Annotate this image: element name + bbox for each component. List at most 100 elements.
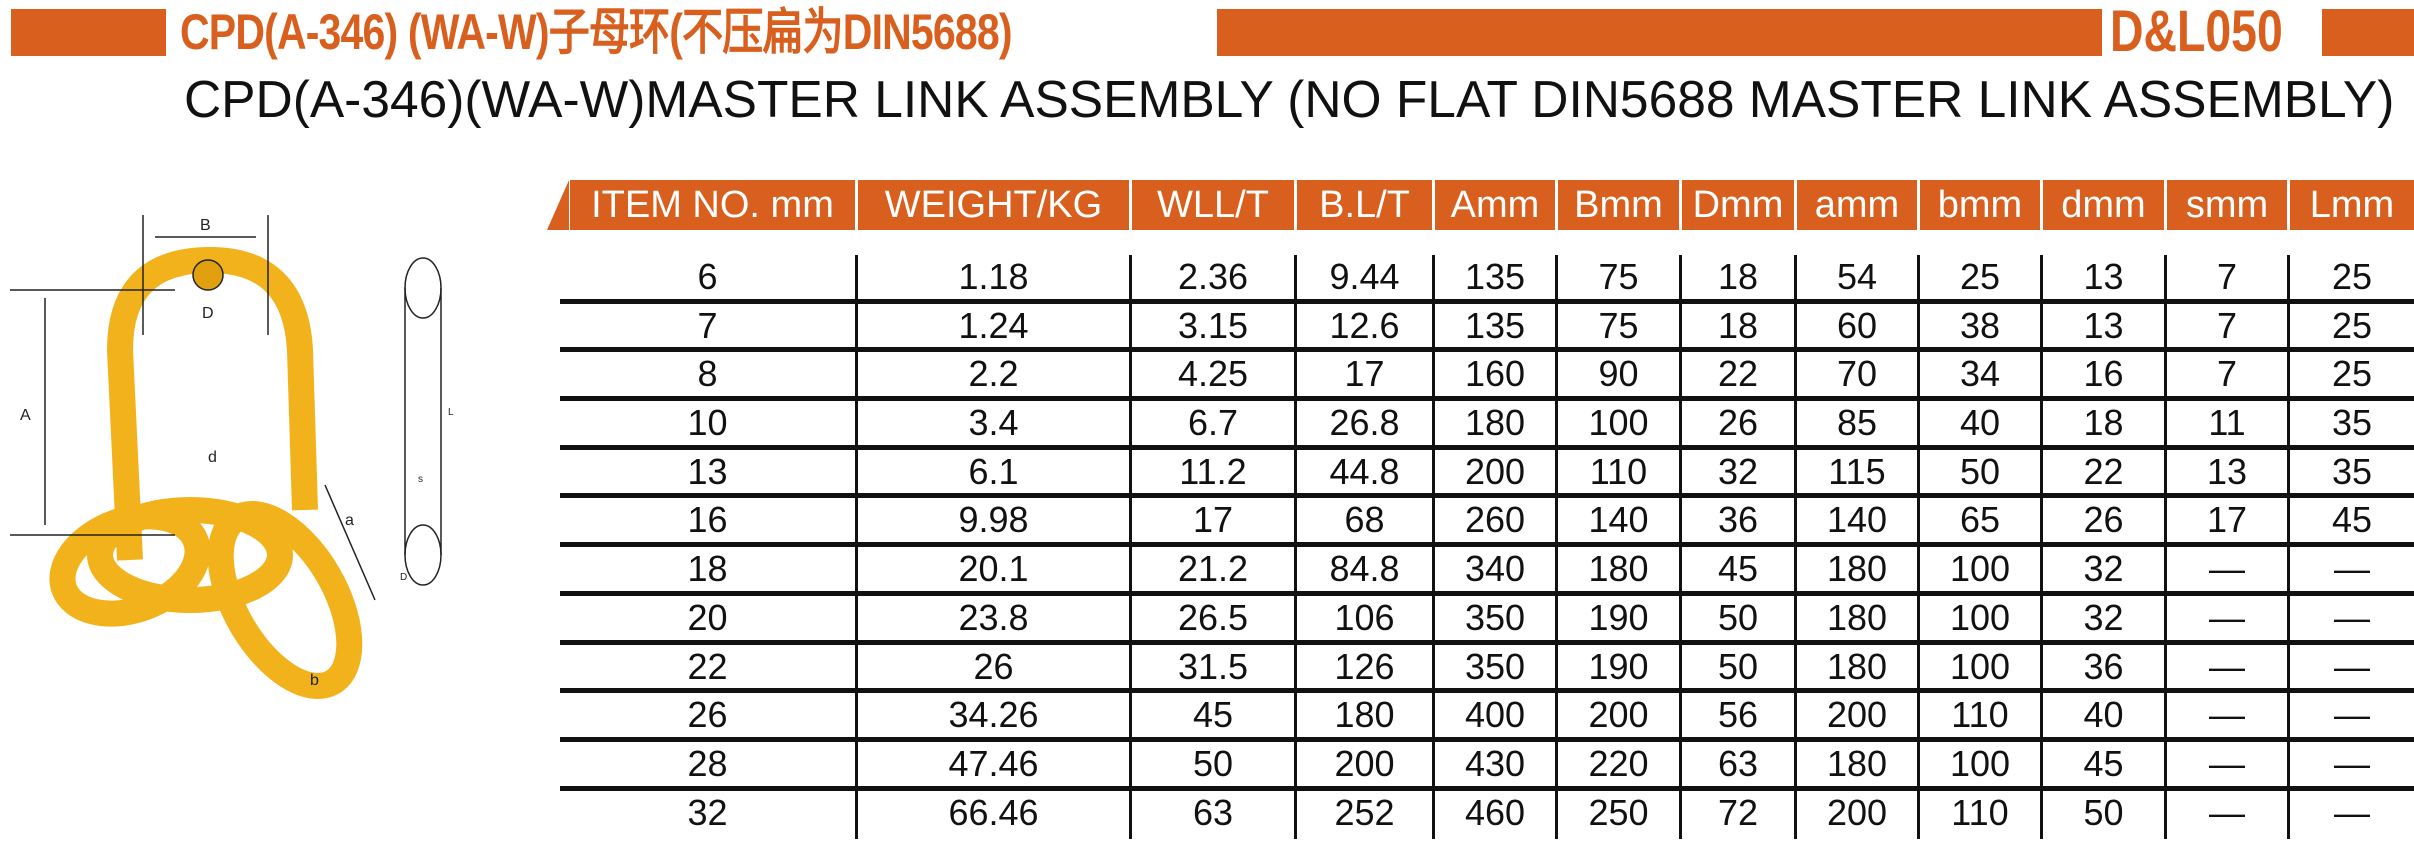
cell-b: 110	[1917, 790, 2040, 840]
cell-B: 190	[1555, 644, 1679, 689]
cell-wll: 26.5	[1129, 595, 1294, 640]
header-D: Dmm	[1679, 180, 1794, 230]
cell-D: 45	[1679, 547, 1794, 591]
cell-b: 38	[1917, 303, 2040, 348]
cell-weight: 3.4	[855, 401, 1129, 445]
header-wll: WLL/T	[1129, 180, 1294, 230]
cell-d: 18	[2040, 401, 2164, 445]
cell-wll: 63	[1129, 790, 1294, 840]
table-row: 20 23.8 26.5 106 350 190 50 180 100 32— —	[560, 595, 2414, 645]
table-row: 6 1.18 2.36 9.44 135 75 18 54 25 13 7 25	[560, 255, 2414, 304]
cell-item-no: 22	[687, 645, 728, 687]
sub-link-right	[207, 501, 363, 699]
cell-item-no: 32	[687, 791, 728, 833]
cell-d: 50	[2040, 790, 2164, 840]
dim-label-s: s	[418, 474, 423, 485]
header-L: Lmm	[2287, 180, 2414, 230]
cell-bl: 84.8	[1294, 547, 1432, 591]
cell-a: 70	[1794, 352, 1917, 397]
cell-L: 35	[2287, 401, 2414, 445]
cell-A: 340	[1432, 547, 1555, 591]
cell-d: 13	[2040, 255, 2164, 299]
cell-a: 140	[1794, 498, 1917, 543]
cell-s: 7	[2164, 352, 2287, 397]
cell-L: 35	[2287, 449, 2414, 494]
cell-item-no: 13	[687, 450, 728, 492]
cell-B: 75	[1555, 255, 1679, 299]
cell-B: 90	[1555, 352, 1679, 397]
cell-a: 180	[1794, 741, 1917, 786]
cell-item-no: 18	[687, 548, 728, 590]
cell-L: 45	[2287, 498, 2414, 543]
cell-d: 32	[2040, 595, 2164, 640]
table-row: 32 66.46 63 252 460 250 72 200 110 50— —	[560, 790, 2414, 840]
cell-item-no: 8	[697, 353, 718, 395]
cell-item-no: 26	[687, 694, 728, 736]
cell-A: 135	[1432, 255, 1555, 299]
cell-A: 430	[1432, 741, 1555, 786]
cell-weight: 1.18	[855, 255, 1129, 299]
header-d: dmm	[2040, 180, 2164, 230]
table-row: 28 47.46 50 200 430 220 63 180 100 45— —	[560, 741, 2414, 791]
page-subtitle: CPD(A-346)(WA-W)MASTER LINK ASSEMBLY (NO…	[184, 71, 2395, 129]
cell-bl: 126	[1294, 644, 1432, 689]
cell-A: 260	[1432, 498, 1555, 543]
cell-weight: 9.98	[855, 498, 1129, 543]
cell-wll: 50	[1129, 741, 1294, 786]
dim-label-D: D	[202, 305, 214, 322]
cell-D: 36	[1679, 498, 1794, 543]
dim-label-D-section: D	[400, 572, 407, 583]
cell-wll: 21.2	[1129, 547, 1294, 591]
cell-a: 180	[1794, 547, 1917, 591]
spec-table-body: 6 1.18 2.36 9.44 135 75 18 54 25 13 7 25 7 1.24 3.15 12…	[560, 255, 2414, 840]
table-row: 8 2.2 4.25 17 160 90 22 70 34 16 7 25	[560, 352, 2414, 402]
cell-s: 7	[2164, 303, 2287, 348]
cell-weight: 6.1	[855, 449, 1129, 494]
cell-B: 250	[1555, 790, 1679, 840]
cell-A: 350	[1432, 644, 1555, 689]
cell-wll: 31.5	[1129, 644, 1294, 689]
cell-b: 34	[1917, 352, 2040, 397]
header-weight: WEIGHT/KG	[855, 180, 1129, 230]
cell-A: 200	[1432, 449, 1555, 494]
cell-A: 135	[1432, 303, 1555, 348]
cell-b: 100	[1917, 741, 2040, 786]
cell-b: 65	[1917, 498, 2040, 543]
cell-weight: 26	[855, 644, 1129, 689]
cell-wll: 17	[1129, 498, 1294, 543]
cell-L: —	[2287, 790, 2414, 840]
header-item-no: ITEM NO. mm	[567, 180, 855, 230]
cell-L: 25	[2287, 255, 2414, 299]
cell-weight: 34.26	[855, 693, 1129, 737]
cell-D: 50	[1679, 644, 1794, 689]
cell-a: 60	[1794, 303, 1917, 348]
table-row: 18 20.1 21.2 84.8 340 180 45 180 100 32— —	[560, 547, 2414, 596]
cell-B: 180	[1555, 547, 1679, 591]
cell-item-no: 7	[697, 304, 718, 346]
header-skew-tab	[547, 180, 569, 230]
cell-bl: 200	[1294, 741, 1432, 786]
cell-L: —	[2287, 547, 2414, 591]
cell-wll: 4.25	[1129, 352, 1294, 397]
cell-wll: 3.15	[1129, 303, 1294, 348]
cell-b: 25	[1917, 255, 2040, 299]
cell-b: 100	[1917, 595, 2040, 640]
cell-item-no: 16	[687, 499, 728, 541]
cell-D: 18	[1679, 255, 1794, 299]
cell-L: 25	[2287, 352, 2414, 397]
cell-item-no: 28	[687, 742, 728, 784]
cell-A: 160	[1432, 352, 1555, 397]
cell-d: 26	[2040, 498, 2164, 543]
cell-B: 75	[1555, 303, 1679, 348]
cell-a: 200	[1794, 790, 1917, 840]
header-s: smm	[2164, 180, 2287, 230]
cell-A: 400	[1432, 693, 1555, 737]
cell-bl: 68	[1294, 498, 1432, 543]
cell-item-no: 20	[687, 596, 728, 638]
cell-bl: 9.44	[1294, 255, 1432, 299]
title-bar-middle-block	[1217, 9, 2102, 56]
cell-weight: 23.8	[855, 595, 1129, 640]
cell-bl: 180	[1294, 693, 1432, 737]
table-row: 10 3.4 6.7 26.8 180 100 26 85 40 18 11 35	[560, 401, 2414, 450]
cell-a: 115	[1794, 449, 1917, 494]
